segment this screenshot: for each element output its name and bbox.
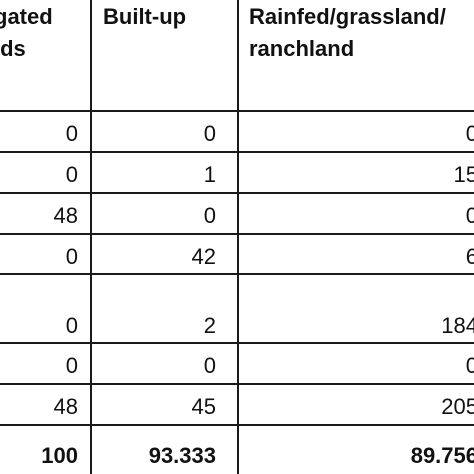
row-divider <box>0 192 474 194</box>
header-col3-line2: ranchland <box>249 36 355 61</box>
table-cell: 1 <box>203 162 216 187</box>
table-cell: 6 <box>465 244 474 269</box>
table-cell: 48 <box>53 394 78 419</box>
column-divider <box>237 0 239 474</box>
total-cell: 100 <box>41 443 78 468</box>
table-cell: 0 <box>65 121 78 146</box>
table-cell: 0 <box>203 121 216 146</box>
table-cell: 0 <box>65 313 78 338</box>
header-col1-line2: lds <box>0 36 26 61</box>
total-cell: 89.756 <box>410 443 474 468</box>
table-cell: 48 <box>53 203 78 228</box>
row-divider <box>0 233 474 235</box>
row-divider <box>0 110 474 112</box>
column-divider <box>90 0 92 474</box>
row-divider <box>0 273 474 275</box>
table-cell: 205 <box>441 394 474 419</box>
table-cell: 0 <box>203 203 216 228</box>
table-cell: 42 <box>191 244 216 269</box>
table-cell: 184 <box>441 313 474 338</box>
table-cell: 15 <box>453 162 474 187</box>
table-cell: 0 <box>65 162 78 187</box>
header-col2: Built-up <box>103 4 187 29</box>
table-cell: 0 <box>65 244 78 269</box>
header-col1-line1: gated <box>0 4 53 29</box>
table-cell: 45 <box>191 394 216 419</box>
table-cell: 2 <box>203 313 216 338</box>
row-divider <box>0 424 474 426</box>
total-cell: 93.333 <box>148 443 216 468</box>
table-cell: 0 <box>65 353 78 378</box>
table-cell: 0 <box>465 203 474 228</box>
row-divider <box>0 383 474 385</box>
table-cell: 0 <box>465 121 474 146</box>
row-divider <box>0 151 474 153</box>
table-cell: 0 <box>203 353 216 378</box>
table-cell: 0 <box>465 353 474 378</box>
header-col3-line1: Rainfed/grassland/ <box>249 4 446 29</box>
row-divider <box>0 342 474 344</box>
